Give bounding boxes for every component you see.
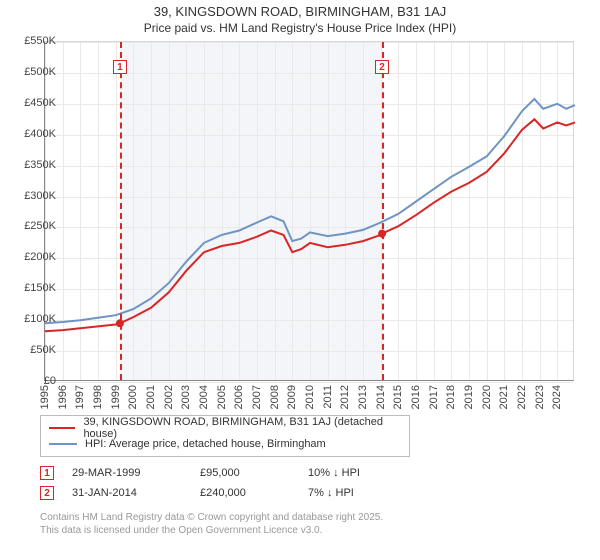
sale-row-price: £240,000 xyxy=(200,487,290,499)
sale-row-delta: 7% ↓ HPI xyxy=(308,487,398,499)
y-axis-label: £400K xyxy=(12,128,56,140)
series-hpi xyxy=(45,99,575,323)
chart-title-sub: Price paid vs. HM Land Registry's House … xyxy=(0,21,600,35)
legend: 39, KINGSDOWN ROAD, BIRMINGHAM, B31 1AJ … xyxy=(40,415,410,457)
series-property xyxy=(45,119,575,331)
y-axis-label: £200K xyxy=(12,251,56,263)
y-axis-label: £150K xyxy=(12,282,56,294)
sale-row-date: 31-JAN-2014 xyxy=(72,487,182,499)
sale-row-delta: 10% ↓ HPI xyxy=(308,467,398,479)
x-axis-label: 2024 xyxy=(551,385,563,409)
x-axis-label: 2000 xyxy=(127,385,139,409)
legend-label: 39, KINGSDOWN ROAD, BIRMINGHAM, B31 1AJ … xyxy=(83,416,401,440)
x-axis-label: 2008 xyxy=(269,385,281,409)
plot-area: 12 xyxy=(44,41,574,381)
y-axis-label: £450K xyxy=(12,97,56,109)
sale-row: 2 31-JAN-2014 £240,000 7% ↓ HPI xyxy=(40,483,590,503)
y-axis-label: £500K xyxy=(12,66,56,78)
x-axis-label: 2020 xyxy=(481,385,493,409)
x-axis-label: 2012 xyxy=(339,385,351,409)
x-axis-label: 2001 xyxy=(145,385,157,409)
x-axis-label: 2005 xyxy=(216,385,228,409)
x-axis-label: 2019 xyxy=(463,385,475,409)
sale-marker-badge-2: 2 xyxy=(375,60,389,74)
sale-marker-badge-1: 1 xyxy=(113,60,127,74)
x-axis-label: 1995 xyxy=(39,385,51,409)
line-chart-svg xyxy=(45,42,575,382)
sale-row-price: £95,000 xyxy=(200,467,290,479)
x-axis-label: 2022 xyxy=(516,385,528,409)
sale-row-date: 29-MAR-1999 xyxy=(72,467,182,479)
x-axis-label: 2009 xyxy=(286,385,298,409)
x-axis-label: 2004 xyxy=(198,385,210,409)
chart-title-address: 39, KINGSDOWN ROAD, BIRMINGHAM, B31 1AJ xyxy=(0,4,600,19)
legend-label: HPI: Average price, detached house, Birm… xyxy=(85,438,326,450)
x-axis-label: 2015 xyxy=(392,385,404,409)
sale-row: 1 29-MAR-1999 £95,000 10% ↓ HPI xyxy=(40,463,590,483)
grid-horizontal xyxy=(45,382,573,383)
x-axis-label: 2018 xyxy=(445,385,457,409)
x-axis-label: 2006 xyxy=(233,385,245,409)
attribution-footer: Contains HM Land Registry data © Crown c… xyxy=(40,511,590,537)
y-axis-label: £300K xyxy=(12,190,56,202)
x-axis-label: 2003 xyxy=(180,385,192,409)
y-axis-label: £550K xyxy=(12,35,56,47)
y-axis-label: £350K xyxy=(12,159,56,171)
x-axis-label: 2016 xyxy=(410,385,422,409)
x-axis-label: 1997 xyxy=(74,385,86,409)
footer-line-1: Contains HM Land Registry data © Crown c… xyxy=(40,511,590,524)
x-axis-label: 2002 xyxy=(163,385,175,409)
legend-swatch xyxy=(49,427,75,429)
sale-row-badge: 2 xyxy=(40,486,54,500)
legend-swatch xyxy=(49,443,77,445)
x-axis-label: 2021 xyxy=(498,385,510,409)
x-axis-label: 2017 xyxy=(428,385,440,409)
sales-table: 1 29-MAR-1999 £95,000 10% ↓ HPI 2 31-JAN-2014… xyxy=(40,463,590,503)
x-axis-label: 2023 xyxy=(534,385,546,409)
x-axis-label: 1998 xyxy=(92,385,104,409)
legend-item: 39, KINGSDOWN ROAD, BIRMINGHAM, B31 1AJ … xyxy=(49,420,401,436)
sale-marker-line-2 xyxy=(382,42,384,380)
x-axis-label: 2013 xyxy=(357,385,369,409)
x-axis-label: 2010 xyxy=(304,385,316,409)
chart-area: 12 £0£50K£100K£150K£200K£250K£300K£350K£… xyxy=(44,41,592,411)
x-axis-label: 1999 xyxy=(110,385,122,409)
sale-row-badge: 1 xyxy=(40,466,54,480)
x-axis-label: 2011 xyxy=(322,385,334,409)
x-axis-label: 2014 xyxy=(375,385,387,409)
y-axis-label: £250K xyxy=(12,220,56,232)
x-axis-label: 2007 xyxy=(251,385,263,409)
y-axis-label: £50K xyxy=(12,344,56,356)
footer-line-2: This data is licensed under the Open Gov… xyxy=(40,524,590,537)
y-axis-label: £100K xyxy=(12,313,56,325)
x-axis-label: 1996 xyxy=(57,385,69,409)
sale-marker-line-1 xyxy=(120,42,122,380)
